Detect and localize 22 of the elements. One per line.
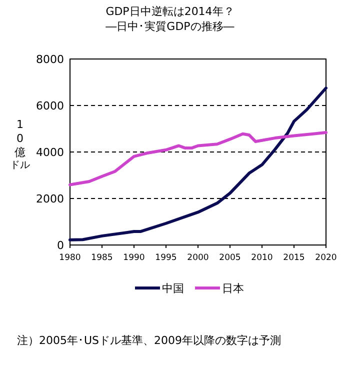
y-tick-label: 4000 <box>36 146 64 159</box>
y-tick-label: 8000 <box>36 53 64 66</box>
y-tick-label: 0 <box>57 239 64 252</box>
x-tick-label: 2000 <box>187 253 209 263</box>
text: 注）2005年･USドル基準、2009年以降の数字は予測 <box>17 334 282 347</box>
line-series <box>68 86 328 242</box>
x-tick-label: 1995 <box>155 253 177 263</box>
legend-label: 日本 <box>222 282 244 295</box>
x-tick-label: 1985 <box>91 253 113 263</box>
x-tick-label: 2015 <box>283 253 305 263</box>
x-tick-label: 2010 <box>251 253 273 263</box>
x-tick-label: 2005 <box>219 253 241 263</box>
y-axis-title: 10億ドル <box>10 118 30 171</box>
x-tick-label: 2020 <box>315 253 337 263</box>
chart-title: GDP日中逆転は2014年？ <box>106 5 234 18</box>
line-series <box>68 130 328 186</box>
y-tick-label: 2000 <box>36 192 64 206</box>
x-tick-label: 1990 <box>123 253 145 263</box>
y-tick-label: 6000 <box>36 100 64 112</box>
x-tick-label: 1980 <box>59 253 81 263</box>
legend-label: 中国 <box>162 282 184 295</box>
chart-subtitle: ―日中･実質GDPの推移― <box>106 20 234 33</box>
